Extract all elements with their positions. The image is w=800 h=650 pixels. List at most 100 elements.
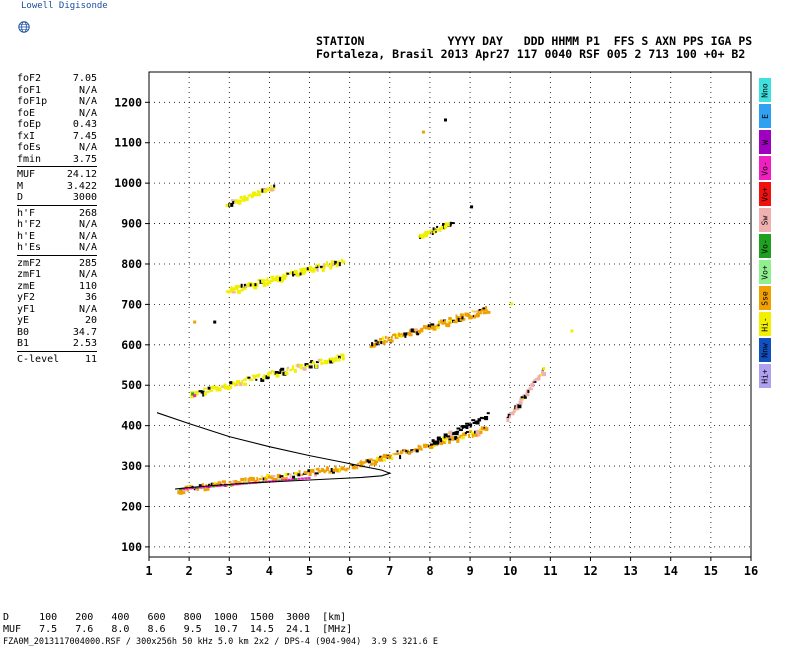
echo-point bbox=[421, 130, 425, 134]
echo-point bbox=[237, 481, 241, 486]
legend-item: Nno bbox=[759, 78, 771, 102]
param-value: N/A bbox=[78, 242, 97, 253]
echo-point bbox=[315, 468, 318, 471]
echo-point bbox=[202, 392, 205, 397]
echo-point bbox=[330, 260, 335, 265]
x-tick-label: 5 bbox=[306, 564, 313, 578]
echo-point bbox=[420, 327, 424, 331]
param-b0: B0 34.7 bbox=[17, 327, 97, 339]
echo-point bbox=[266, 187, 271, 190]
echo-point bbox=[296, 363, 300, 368]
param-value: 3000 bbox=[72, 192, 97, 203]
echo-point bbox=[203, 488, 207, 492]
x-tick-label: 9 bbox=[466, 564, 473, 578]
echo-point bbox=[341, 356, 345, 361]
echo-point bbox=[286, 272, 290, 275]
echo-point bbox=[317, 358, 320, 362]
echo-point bbox=[320, 468, 324, 473]
echo-point bbox=[262, 477, 266, 481]
echo-point bbox=[282, 273, 285, 277]
echo-point bbox=[266, 189, 271, 192]
echo-point bbox=[304, 477, 308, 480]
echo-point bbox=[279, 369, 282, 374]
echo-point bbox=[377, 456, 381, 461]
echo-point bbox=[449, 435, 452, 439]
echo-point bbox=[318, 470, 321, 474]
echo-point bbox=[321, 268, 325, 273]
echo-point bbox=[251, 378, 254, 381]
param-value: 268 bbox=[78, 207, 97, 219]
echo-point bbox=[455, 316, 460, 321]
echo-point bbox=[235, 285, 240, 289]
echo-point bbox=[253, 285, 258, 290]
echo-point bbox=[188, 487, 192, 490]
echo-point bbox=[316, 268, 319, 272]
legend-label: E bbox=[760, 113, 770, 119]
echo-point bbox=[251, 374, 256, 377]
panel-separator bbox=[17, 166, 97, 167]
echo-point bbox=[291, 367, 294, 371]
echo-point bbox=[439, 439, 442, 443]
param-value: 11 bbox=[84, 353, 97, 365]
echo-point bbox=[537, 376, 540, 381]
param-muf: MUF 24.12 bbox=[17, 169, 97, 181]
legend-label: Sw bbox=[760, 215, 770, 225]
echo-point bbox=[317, 263, 320, 267]
echo-point bbox=[182, 488, 186, 491]
param-clevel: C-level 11 bbox=[17, 354, 97, 366]
echo-point bbox=[479, 310, 482, 315]
echo-point bbox=[289, 475, 292, 478]
echo-point bbox=[458, 429, 463, 432]
echo-point bbox=[181, 490, 186, 495]
y-tick-label: 900 bbox=[121, 217, 142, 231]
param-value: 7.45 bbox=[72, 130, 97, 142]
echo-point bbox=[243, 195, 247, 198]
echo-point bbox=[317, 467, 320, 472]
param-d: D 3000 bbox=[17, 192, 97, 204]
echo-point bbox=[417, 235, 420, 238]
echo-point bbox=[256, 193, 261, 197]
echo-point bbox=[301, 271, 306, 275]
echo-point bbox=[438, 228, 441, 231]
echo-point bbox=[534, 378, 538, 381]
echo-point bbox=[299, 363, 304, 366]
echo-point bbox=[341, 260, 346, 264]
echo-point bbox=[192, 487, 196, 490]
param-fof1p: foF1p N/A bbox=[17, 96, 97, 108]
echo-point bbox=[453, 431, 456, 435]
param-name: h'F2 bbox=[17, 219, 42, 230]
echo-point bbox=[336, 354, 339, 357]
echo-point bbox=[238, 199, 242, 203]
echo-point bbox=[457, 437, 460, 442]
echo-point bbox=[194, 393, 199, 396]
echo-point bbox=[257, 479, 260, 482]
station-header-labels: STATION YYYY DAY DDD HHMM P1 FFS S AXN P… bbox=[316, 34, 753, 48]
x-tick-label: 3 bbox=[226, 564, 233, 578]
echo-point bbox=[228, 483, 232, 486]
echo-point bbox=[281, 276, 285, 280]
param-name: yF1 bbox=[17, 303, 36, 315]
echo-point bbox=[255, 378, 258, 381]
electron-density-profile-curve bbox=[156, 412, 392, 490]
param-name: yE bbox=[17, 315, 30, 326]
echo-point bbox=[459, 318, 464, 322]
param-he: h'E N/A bbox=[17, 231, 97, 243]
echo-point bbox=[460, 436, 465, 440]
echo-point bbox=[417, 444, 420, 448]
echo-point bbox=[365, 459, 369, 463]
echo-point bbox=[508, 415, 511, 419]
echo-point bbox=[243, 382, 248, 386]
echo-point bbox=[213, 320, 217, 324]
echo-point bbox=[301, 267, 305, 272]
echo-point bbox=[314, 364, 318, 369]
echo-point bbox=[230, 199, 234, 202]
y-tick-label: 200 bbox=[121, 499, 142, 513]
echo-point bbox=[300, 477, 304, 480]
echo-point bbox=[391, 457, 394, 461]
echo-point bbox=[178, 490, 183, 495]
echo-point bbox=[446, 436, 450, 439]
echo-point bbox=[250, 477, 255, 482]
echo-point bbox=[198, 486, 202, 489]
echo-point bbox=[452, 432, 455, 436]
